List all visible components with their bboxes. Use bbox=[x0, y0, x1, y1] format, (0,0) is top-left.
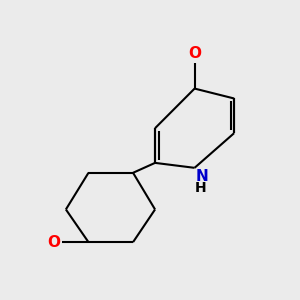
Text: O: O bbox=[188, 46, 201, 61]
Text: O: O bbox=[47, 235, 60, 250]
Text: N: N bbox=[195, 169, 208, 184]
Text: H: H bbox=[195, 181, 207, 195]
